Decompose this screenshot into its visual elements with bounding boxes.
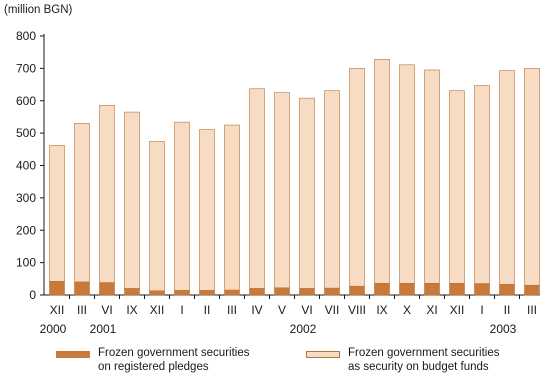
bar-segment-registered-pledges: [374, 283, 390, 296]
bar-segment-registered-pledges: [174, 290, 190, 296]
x-tick-label: IV: [251, 303, 262, 317]
y-tick-label: 0: [29, 288, 36, 302]
bar-segment-budget-funds: [174, 121, 190, 291]
x-tick-label: II: [204, 303, 211, 317]
x-tick-label: IX: [376, 303, 387, 317]
bar-segment-budget-funds: [374, 59, 390, 284]
y-unit-label: (million BGN): [4, 4, 73, 16]
bar-segment-budget-funds: [49, 145, 65, 282]
bar-segment-registered-pledges: [274, 287, 290, 296]
y-tick-label: 400: [16, 159, 36, 173]
x-tick-label: XI: [426, 303, 437, 317]
bar-segment-registered-pledges: [99, 282, 115, 296]
bar-segment-registered-pledges: [424, 283, 440, 296]
legend-swatch-budget-funds: [306, 351, 340, 358]
bar-segment-registered-pledges: [474, 283, 490, 296]
bar-segment-budget-funds: [224, 124, 240, 291]
legend-label-budget-funds: Frozen government securities as security…: [348, 346, 499, 374]
bar-segment-registered-pledges: [524, 284, 540, 296]
x-tick-label: VII: [325, 303, 340, 317]
bar-segment-budget-funds: [424, 69, 440, 284]
x-year-label: 2002: [290, 322, 317, 336]
bar-segment-registered-pledges: [349, 285, 365, 296]
x-tick-label: I: [480, 303, 483, 317]
x-tick-label: XII: [450, 303, 465, 317]
bar-segment-budget-funds: [249, 88, 265, 289]
x-year-label: 2001: [90, 322, 117, 336]
bar-segment-budget-funds: [149, 141, 165, 292]
legend-item-budget-funds: Frozen government securities as security…: [306, 346, 536, 376]
x-tick-label: III: [77, 303, 87, 317]
bar-segment-registered-pledges: [249, 288, 265, 296]
bar-segment-budget-funds: [274, 92, 290, 289]
x-tick-label: VIII: [348, 303, 366, 317]
x-tick-label: III: [527, 303, 537, 317]
x-tick-label: IX: [126, 303, 137, 317]
legend-label-line: as security on budget funds: [348, 361, 489, 373]
bar-segment-registered-pledges: [49, 281, 65, 296]
bar-segment-budget-funds: [349, 68, 365, 287]
bar-segment-budget-funds: [74, 123, 90, 283]
y-tick-label: 500: [16, 126, 36, 140]
x-tick-label: VI: [301, 303, 312, 317]
bar-segment-budget-funds: [324, 90, 340, 289]
x-tick-label: VI: [101, 303, 112, 317]
legend-swatch-registered-pledges: [56, 351, 90, 358]
x-tick-label: X: [403, 303, 411, 317]
y-tick-label: 300: [16, 191, 36, 205]
bar-segment-registered-pledges: [199, 290, 215, 296]
x-tick-label: III: [227, 303, 237, 317]
bar-segment-budget-funds: [299, 97, 315, 289]
bar-segment-registered-pledges: [324, 287, 340, 296]
bar-segment-registered-pledges: [149, 290, 165, 296]
y-tick-label: 100: [16, 256, 36, 270]
legend-label-registered-pledges: Frozen government securities on register…: [98, 346, 249, 374]
y-tick-label: 600: [16, 94, 36, 108]
bar-segment-budget-funds: [449, 90, 465, 284]
bar-segment-budget-funds: [399, 64, 415, 284]
x-year-label: 2000: [40, 322, 67, 336]
x-tick-label: V: [278, 303, 286, 317]
bar-segment-budget-funds: [474, 85, 490, 284]
y-tick-label: 700: [16, 61, 36, 75]
bar-segment-registered-pledges: [224, 289, 240, 296]
bar-segment-budget-funds: [499, 70, 515, 285]
bar-segment-registered-pledges: [299, 288, 315, 296]
bar-segment-registered-pledges: [399, 283, 415, 296]
bar-segment-registered-pledges: [124, 288, 140, 296]
bar-segment-registered-pledges: [499, 284, 515, 296]
bar-segment-budget-funds: [524, 68, 540, 286]
bar-segment-budget-funds: [99, 104, 115, 283]
bar-segment-budget-funds: [124, 111, 140, 289]
legend-label-line: on registered pledges: [98, 361, 209, 373]
x-year-label: 2003: [490, 322, 517, 336]
x-tick-label: I: [180, 303, 183, 317]
y-tick-label: 200: [16, 223, 36, 237]
bar-segment-registered-pledges: [74, 281, 90, 296]
bar-segment-budget-funds: [199, 129, 215, 291]
legend-item-registered-pledges: Frozen government securities on register…: [56, 346, 286, 376]
legend-label-line: Frozen government securities: [348, 347, 500, 359]
x-tick-label: XII: [150, 303, 165, 317]
legend-label-line: Frozen government securities: [98, 347, 250, 359]
x-tick-label: II: [504, 303, 511, 317]
bar-segment-registered-pledges: [449, 283, 465, 296]
y-tick-label: 800: [16, 29, 36, 43]
x-tick-label: XII: [50, 303, 65, 317]
